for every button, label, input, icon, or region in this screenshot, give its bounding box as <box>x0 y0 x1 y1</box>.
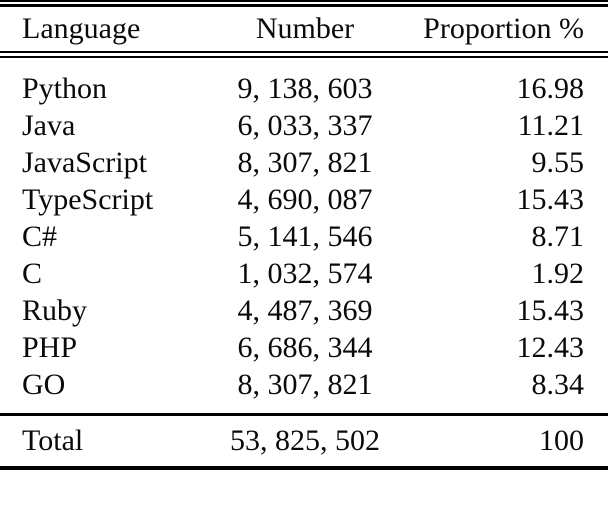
top-rule-thick <box>0 4 608 7</box>
number-cell: 1, 032, 574 <box>237 256 373 290</box>
table-row: JavaScript 8, 307, 821 9.55 <box>0 144 608 181</box>
number-cell: 9, 138, 603 <box>237 71 373 105</box>
proportion-cell: 9.55 <box>531 145 585 179</box>
language-cell: PHP <box>22 330 78 364</box>
proportion-cell: 8.34 <box>531 367 585 401</box>
top-rule-thin <box>0 0 608 2</box>
header-rule-lower <box>0 56 608 58</box>
table-row: C# 5, 141, 546 8.71 <box>0 218 608 255</box>
number-cell: 5, 141, 546 <box>237 219 373 253</box>
language-cell: GO <box>22 367 66 401</box>
proportion-cell: 15.43 <box>516 293 585 327</box>
language-cell: Java <box>22 108 76 142</box>
column-header-number: Number <box>255 12 355 45</box>
table-row: TypeScript 4, 690, 087 15.43 <box>0 181 608 218</box>
proportion-cell: 16.98 <box>516 71 585 105</box>
language-cell: Ruby <box>22 293 88 327</box>
table-row: C 1, 032, 574 1.92 <box>0 255 608 292</box>
number-cell: 6, 033, 337 <box>237 108 373 142</box>
column-header-language: Language <box>22 12 141 45</box>
total-number-cell: 53, 825, 502 <box>230 424 380 457</box>
header-rule-upper <box>0 51 608 53</box>
number-cell: 6, 686, 344 <box>237 330 373 364</box>
bottom-rule <box>0 466 608 470</box>
column-header-proportion: Proportion % <box>423 12 584 45</box>
table-row: Ruby 4, 487, 369 15.43 <box>0 292 608 329</box>
number-cell: 4, 690, 087 <box>237 182 373 216</box>
table-total-row: Total 53, 825, 502 100 <box>0 416 608 466</box>
language-cell: TypeScript <box>22 182 154 216</box>
language-statistics-table: Language Number Proportion % Python 9, 1… <box>0 0 608 470</box>
proportion-cell: 12.43 <box>516 330 585 364</box>
language-cell: C# <box>22 219 58 253</box>
total-separator-rule <box>0 413 608 416</box>
number-cell: 8, 307, 821 <box>237 145 373 179</box>
table-body: Python 9, 138, 603 16.98 Java 6, 033, 33… <box>0 58 608 403</box>
proportion-cell: 11.21 <box>517 108 584 142</box>
table-row: PHP 6, 686, 344 12.43 <box>0 329 608 366</box>
table-header-row: Language Number Proportion % <box>0 7 608 51</box>
proportion-cell: 15.43 <box>516 182 585 216</box>
number-cell: 4, 487, 369 <box>237 293 373 327</box>
proportion-cell: 8.71 <box>531 219 585 253</box>
language-cell: Python <box>22 71 108 105</box>
table-row: Python 9, 138, 603 16.98 <box>0 70 608 107</box>
number-cell: 8, 307, 821 <box>237 367 373 401</box>
language-cell: C <box>22 256 43 290</box>
total-proportion-cell: 100 <box>539 424 584 457</box>
language-cell: JavaScript <box>22 145 147 179</box>
proportion-cell: 1.92 <box>531 256 585 290</box>
table-row: Java 6, 033, 337 11.21 <box>0 107 608 144</box>
table-row: GO 8, 307, 821 8.34 <box>0 366 608 403</box>
total-label-cell: Total <box>22 424 84 457</box>
